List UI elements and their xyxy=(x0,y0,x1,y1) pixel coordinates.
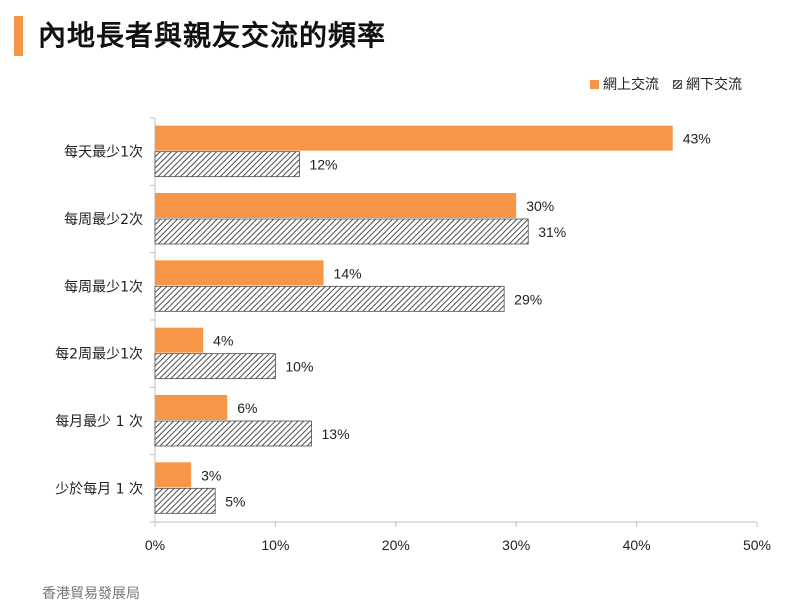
data-label-online: 30% xyxy=(526,198,554,214)
bar-online xyxy=(155,125,673,151)
y-category-label: 每2周最少1次 xyxy=(55,347,143,363)
data-label-offline: 29% xyxy=(514,291,542,307)
bar-online xyxy=(155,193,517,218)
x-tick-label: 10% xyxy=(261,537,289,553)
bar-offline xyxy=(154,353,276,380)
legend-label-offline: 網下交流 xyxy=(686,77,742,93)
bar-offline xyxy=(154,151,300,178)
x-tick-label: 40% xyxy=(623,537,651,553)
x-tick-label: 50% xyxy=(743,537,771,553)
data-label-offline: 12% xyxy=(309,157,337,173)
x-tick-label: 0% xyxy=(145,537,165,553)
data-label-offline: 31% xyxy=(538,224,566,240)
data-label-offline: 10% xyxy=(285,359,313,375)
bar-offline xyxy=(154,285,505,312)
bar-offline xyxy=(154,420,312,447)
legend-item-offline: 網下交流 xyxy=(673,74,742,94)
bar-offline xyxy=(154,218,529,245)
legend-swatch-online xyxy=(590,79,599,89)
legend-item-online: 網上交流 xyxy=(590,74,659,94)
data-label-online: 6% xyxy=(237,400,257,416)
y-category-label: 每周最少1次 xyxy=(64,279,143,295)
data-label-offline: 13% xyxy=(322,426,350,442)
y-category-label: 每周最少2次 xyxy=(64,212,143,228)
x-tick-label: 30% xyxy=(502,537,530,553)
bar-online xyxy=(155,260,324,286)
title-accent-bar xyxy=(14,16,23,56)
bar-online xyxy=(155,327,204,353)
data-label-online: 43% xyxy=(683,131,711,147)
y-category-label: 每天最少1次 xyxy=(64,145,143,161)
bar-offline xyxy=(154,487,216,514)
data-label-offline: 5% xyxy=(225,493,245,509)
legend: 網上交流 網下交流 xyxy=(590,74,742,94)
data-label-online: 4% xyxy=(213,333,233,349)
data-label-online: 3% xyxy=(201,467,221,483)
y-category-label: 少於每月 1 次 xyxy=(55,481,143,497)
x-tick-label: 20% xyxy=(382,537,410,553)
data-label-online: 14% xyxy=(334,265,362,281)
legend-label-online: 網上交流 xyxy=(603,77,659,93)
legend-swatch-offline xyxy=(673,79,682,89)
bar-online xyxy=(155,395,228,420)
bar-online xyxy=(155,462,192,488)
source-note: 香港貿易發展局 xyxy=(42,586,140,602)
chart-title: 內地長者與親友交流的頻率 xyxy=(38,19,387,52)
y-category-label: 每月最少 1 次 xyxy=(55,414,143,430)
